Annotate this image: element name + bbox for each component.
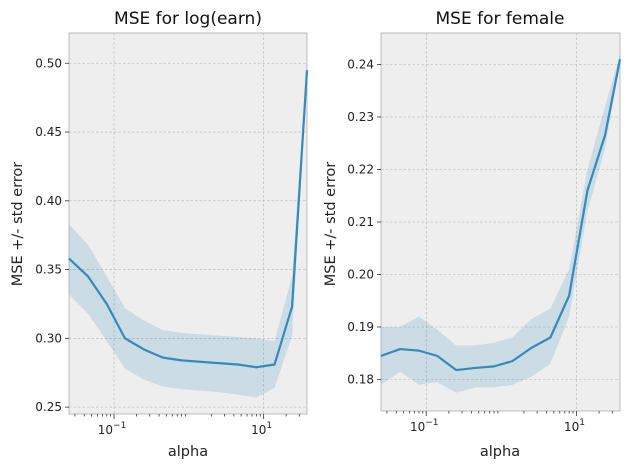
gridlines xyxy=(381,33,620,411)
y-tick-label: 0.30 xyxy=(35,331,62,345)
x-axis-label: alpha xyxy=(480,444,520,460)
y-tick-label: 0.18 xyxy=(347,373,374,387)
x-tick-base: 10 xyxy=(251,423,266,437)
x-tick-base: 10 xyxy=(98,423,113,437)
x-tick-label: 101 xyxy=(251,421,272,437)
y-tick-label: 0.45 xyxy=(35,125,62,139)
std-error-band xyxy=(381,54,620,393)
y-tick-label: 0.19 xyxy=(347,320,374,334)
y-tick-label: 0.40 xyxy=(35,194,62,208)
x-tick-label: 101 xyxy=(564,418,585,434)
y-tick-label: 0.35 xyxy=(35,263,62,277)
x-tick-base: 10 xyxy=(410,420,425,434)
y-tick-label: 0.24 xyxy=(347,58,374,72)
x-tick-exponent: 1 xyxy=(579,418,585,428)
x-tick-exponent: −1 xyxy=(425,418,438,428)
mse-line xyxy=(68,70,309,369)
x-tick-label: 10−1 xyxy=(98,421,127,437)
plot-area xyxy=(68,32,308,415)
x-axis-label: alpha xyxy=(168,444,208,460)
x-tick-exponent: 1 xyxy=(266,421,272,431)
std-error-band xyxy=(69,63,307,398)
y-tick-label: 0.21 xyxy=(347,215,374,229)
y-tick-label: 0.23 xyxy=(347,110,374,124)
x-tick-base: 10 xyxy=(564,420,579,434)
y-tick-label: 0.20 xyxy=(347,268,374,282)
mse-line xyxy=(380,59,622,372)
chart-title: MSE for log(earn) xyxy=(114,9,262,29)
y-axis-label: MSE +/- std error xyxy=(323,162,339,287)
y-tick-label: 0.22 xyxy=(347,163,374,177)
gridlines xyxy=(69,33,307,414)
x-tick-exponent: −1 xyxy=(113,421,126,431)
chart-title: MSE for female xyxy=(436,9,565,29)
y-tick-label: 0.25 xyxy=(35,400,62,414)
y-tick-label: 0.50 xyxy=(35,56,62,70)
y-axis-label: MSE +/- std error xyxy=(10,162,26,287)
x-tick-label: 10−1 xyxy=(410,418,439,434)
